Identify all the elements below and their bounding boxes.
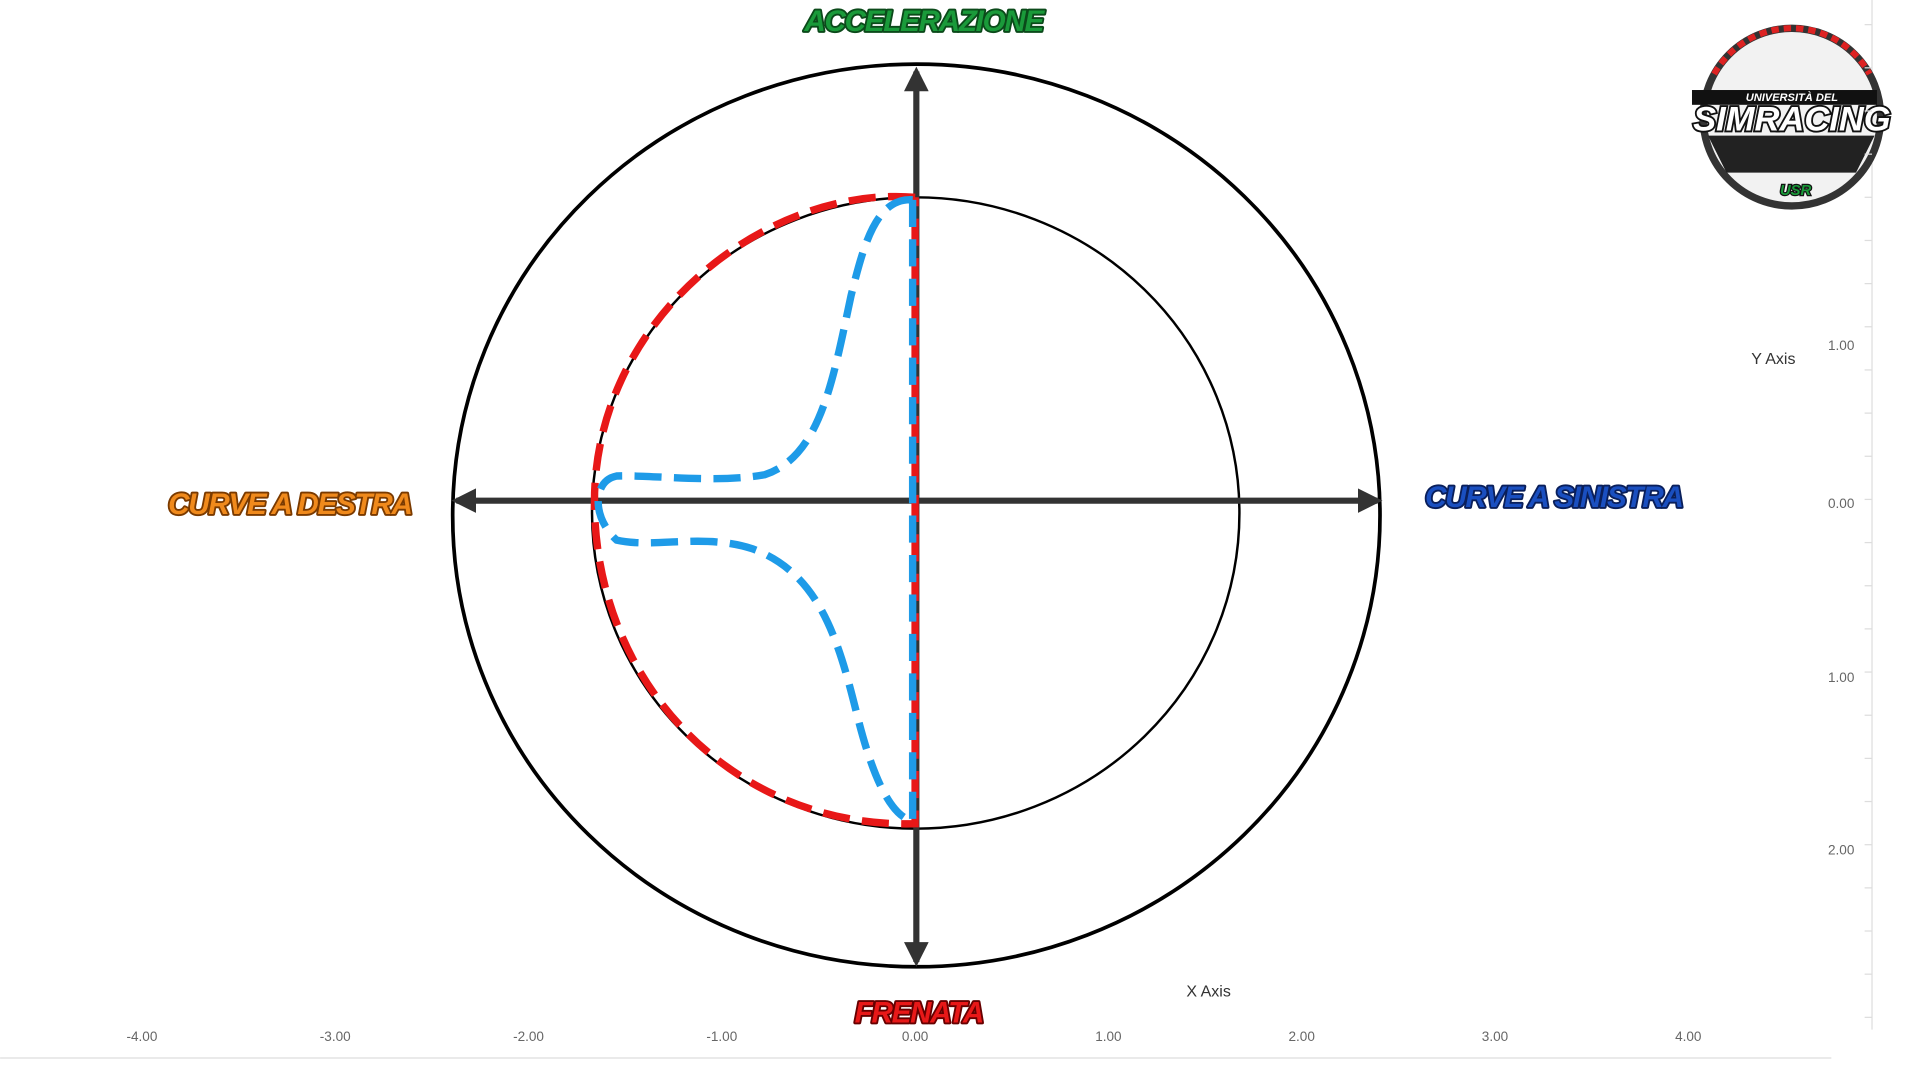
y-tick-label: 0.00 (1828, 496, 1854, 511)
blue-curve (594, 196, 917, 827)
x-tick-label: 4.00 (1675, 1029, 1701, 1044)
x-tick-label: -4.00 (126, 1029, 157, 1044)
x-tick-label: -2.00 (513, 1029, 544, 1044)
logo: UNIVERSITÀ DEL SIMRACING USR (1691, 24, 1892, 210)
x-tick-label: 1.00 (1095, 1029, 1121, 1044)
outer-circle (450, 62, 1382, 969)
y-tick-label: 2.00 (1828, 843, 1854, 858)
x-tick-label: 3.00 (1482, 1029, 1508, 1044)
x-tick-label: 0.00 (902, 1029, 928, 1044)
logo-text: USR (1780, 183, 1812, 199)
label-right: CURVE A SINISTRA (1425, 481, 1682, 514)
logo-text: SIMRACING (1693, 101, 1891, 139)
logo-text: UNIVERSITÀ DEL (1746, 91, 1839, 104)
y-axis-title: Y Axis (1751, 350, 1795, 368)
label-top: ACCELERAZIONE (803, 5, 1045, 38)
red-curve (590, 192, 919, 828)
x-tick-label: -1.00 (706, 1029, 737, 1044)
x-axis-title: X Axis (1186, 982, 1231, 1000)
label-left: CURVE A DESTRA (168, 488, 411, 521)
x-tick-label: -3.00 (320, 1029, 351, 1044)
x-tick-label: 2.00 (1289, 1029, 1315, 1044)
y-tick-label: 1.00 (1828, 670, 1854, 685)
y-tick-label: 1.00 (1828, 338, 1854, 353)
label-bottom: FRENATA (855, 996, 983, 1029)
